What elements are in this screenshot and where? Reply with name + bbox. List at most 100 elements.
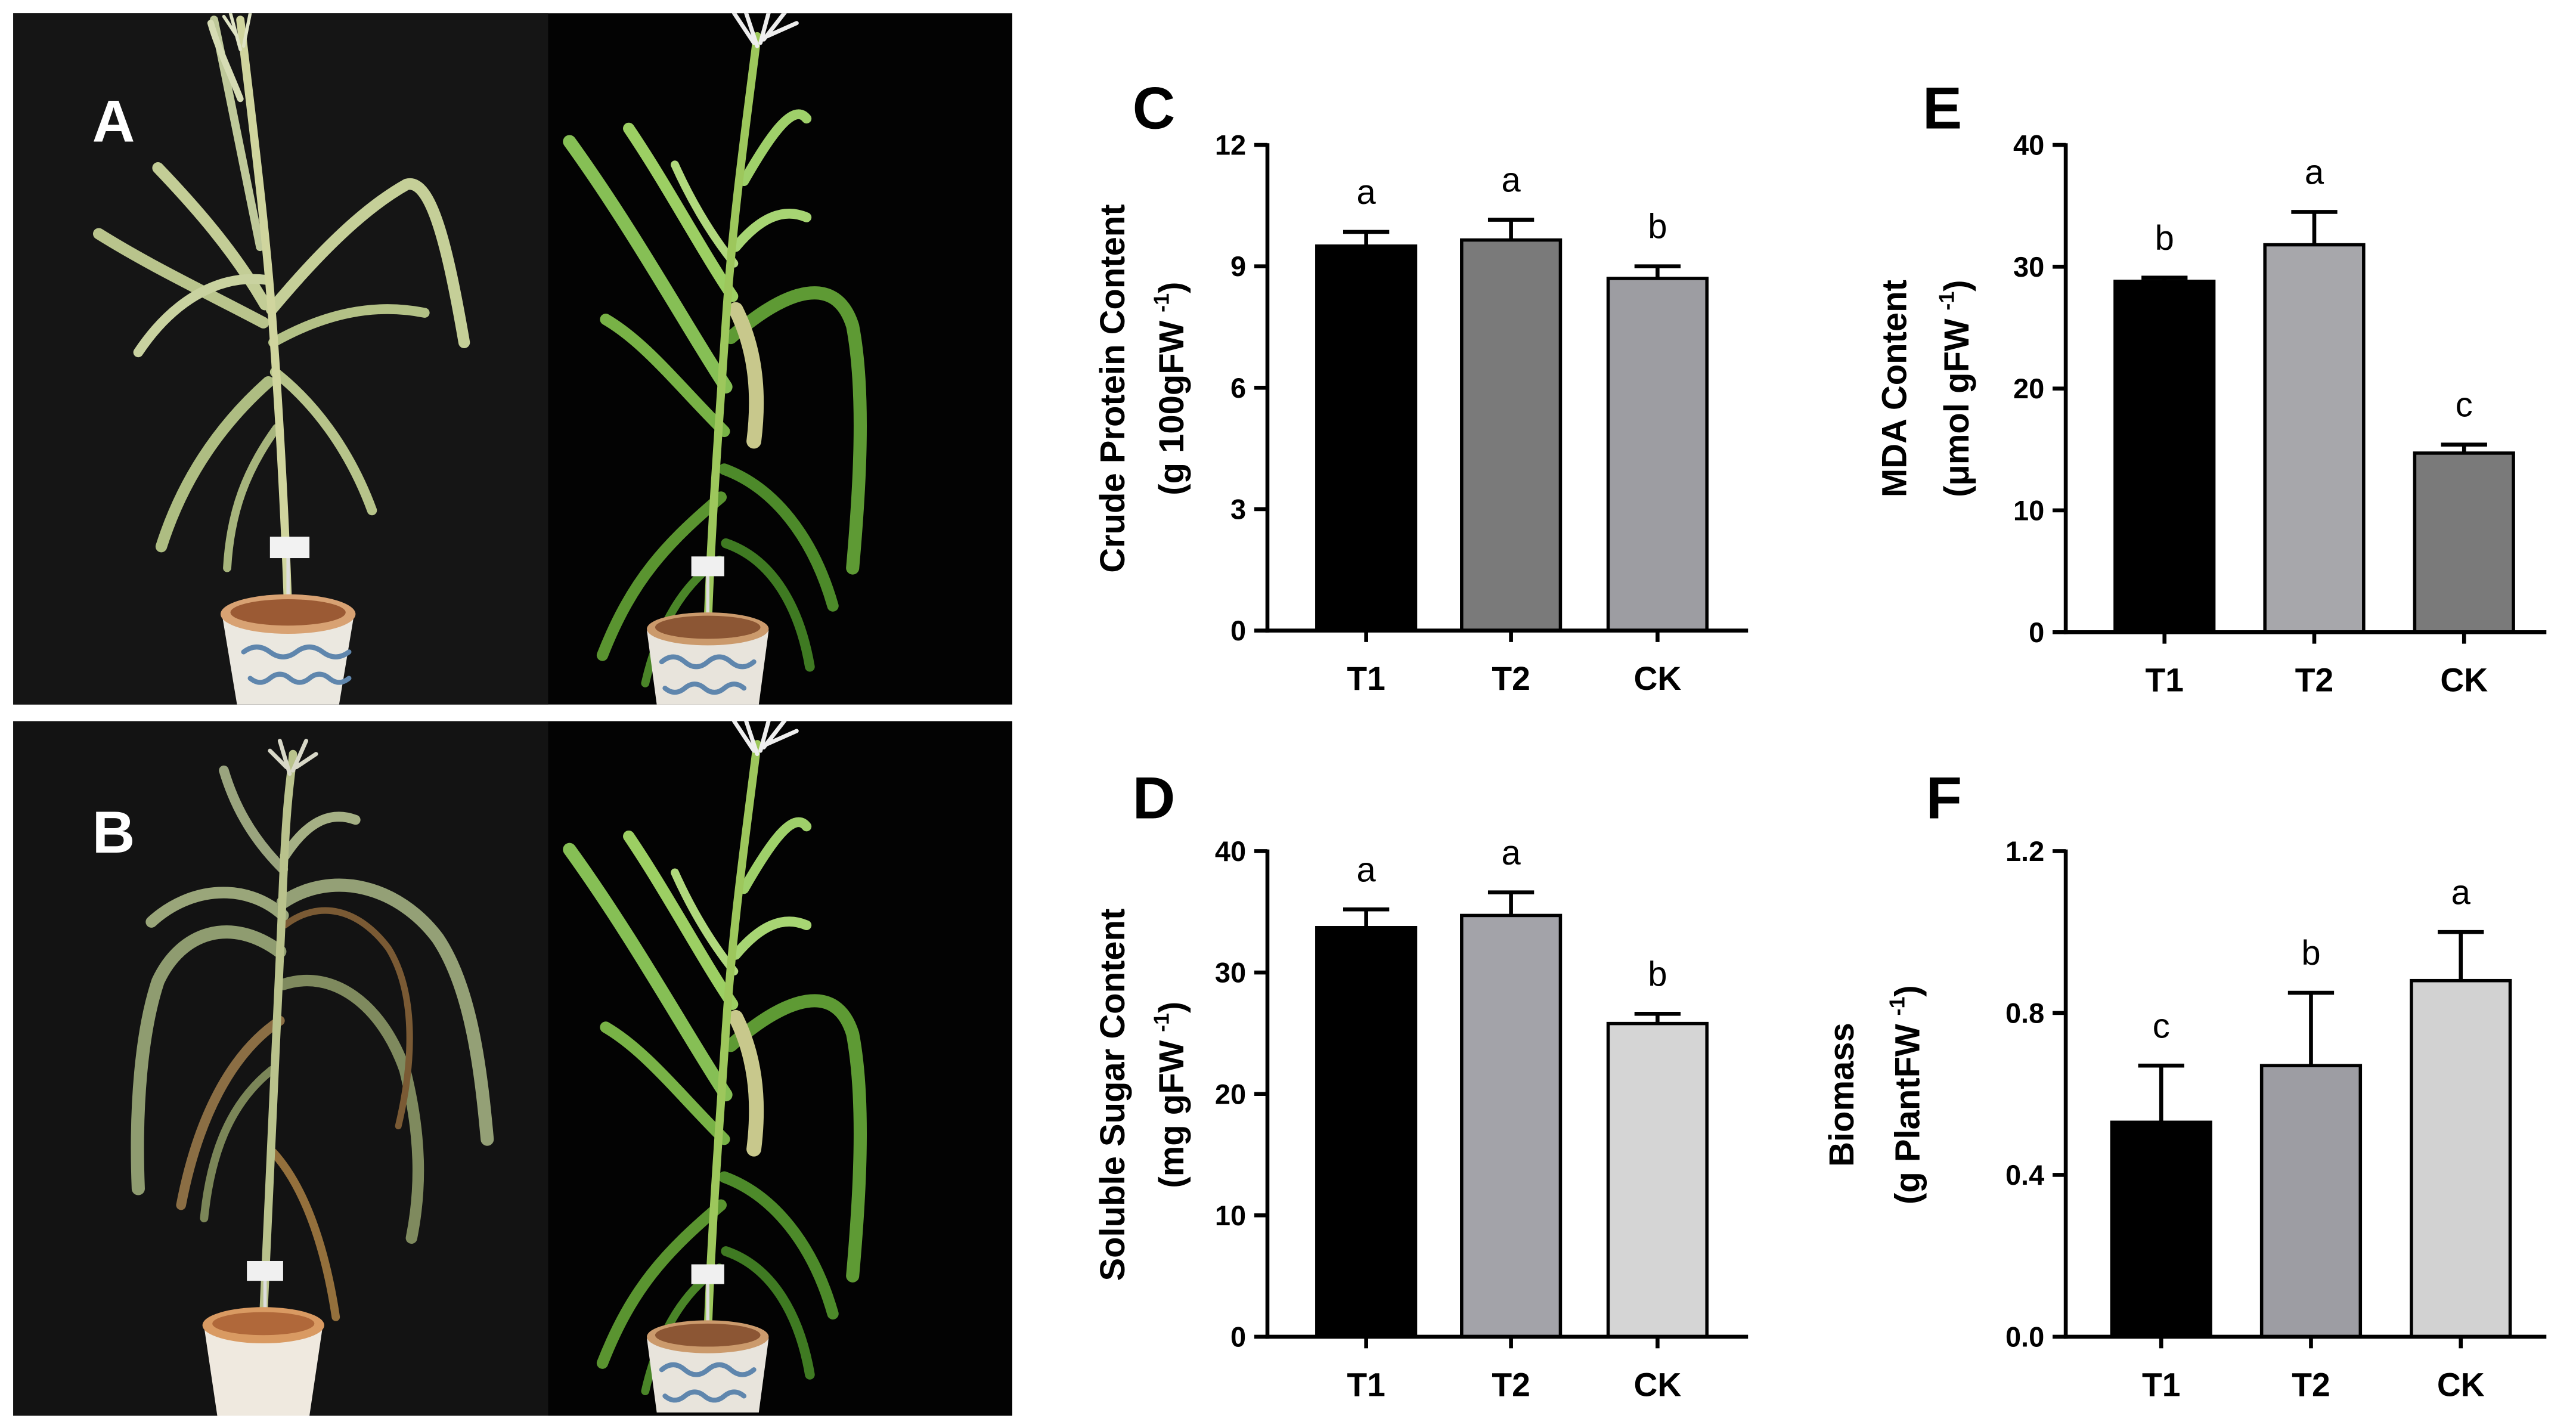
panel-label: F [1926, 765, 1962, 831]
stalk [259, 749, 297, 1321]
plant-left [92, 13, 470, 705]
leaf [563, 135, 733, 394]
leaf [207, 20, 244, 103]
y-axis-unit-exponent: -1 [1149, 1013, 1173, 1032]
y-tick-label: 30 [2013, 252, 2044, 283]
y-tick-label: 40 [1215, 836, 1246, 867]
significance-letter: a [2451, 873, 2471, 912]
plant-tag [247, 1260, 283, 1281]
leaf [281, 907, 413, 1130]
significance-letter: b [1648, 208, 1667, 246]
significance-letter: a [1501, 834, 1521, 872]
y-axis-unit-close: ) [1153, 282, 1191, 293]
y-axis-unit-exponent: -1 [1935, 292, 1958, 311]
leaf [268, 304, 430, 348]
photo-background-left [13, 13, 548, 705]
significance-letter: a [1357, 174, 1377, 212]
plant-tag [691, 556, 724, 577]
significance-letter: b [2301, 934, 2320, 972]
leaf [155, 376, 274, 553]
y-tick-label: 40 [2013, 130, 2044, 161]
bar-ck [2413, 451, 2515, 634]
bar-t1 [1315, 244, 1418, 633]
x-tick-label: T1 [1347, 660, 1385, 697]
leaf [623, 122, 739, 302]
significance-letter: b [1648, 955, 1667, 993]
photo-panel-b: B [13, 721, 1013, 1416]
bar-ck [1606, 1021, 1709, 1339]
y-tick-label: 20 [2013, 373, 2044, 404]
bar-ck [2410, 978, 2512, 1339]
bar-t2 [2259, 1064, 2363, 1339]
leaf [265, 178, 470, 349]
leaf [730, 209, 812, 252]
y-tick-label: 20 [1215, 1079, 1246, 1110]
y-axis-unit: (g PlantFW -1) [1886, 985, 1927, 1204]
leaf [739, 109, 812, 187]
y-tick-label: 9 [1230, 251, 1246, 282]
panel-label: C [1133, 75, 1176, 141]
leaves [563, 109, 867, 687]
pot [647, 612, 769, 705]
x-tick-label: CK [1633, 1366, 1681, 1403]
pot [220, 594, 356, 705]
panel-label: D [1133, 765, 1176, 831]
y-tick-label: 0.0 [2005, 1322, 2044, 1353]
x-tick-label: T2 [1492, 660, 1530, 697]
y-axis-unit-exponent: -1 [1149, 293, 1173, 312]
y-tick-label: 0.8 [2005, 998, 2044, 1029]
leaf [176, 1015, 285, 1210]
x-tick-label: T1 [2142, 1366, 2180, 1403]
leaf [276, 878, 494, 1146]
leaf [600, 314, 730, 438]
chart-crude-protein: C Crude Protein Content (g 100gFW -1) a T1 a T2… [1094, 75, 1749, 697]
significance-letter: c [2153, 1007, 2170, 1045]
pot-body [204, 1327, 323, 1416]
pot-pattern [659, 654, 757, 695]
tassel [222, 13, 252, 51]
chart-soluble-sugar: D Soluble Sugar Content (mg gFW -1) a T1 a T2 b C… [1094, 765, 1749, 1403]
leaves [131, 765, 494, 1321]
y-axis-unit-exponent: -1 [1886, 997, 1909, 1016]
leaf [200, 1065, 276, 1223]
leaf [280, 811, 361, 862]
pot [202, 1307, 324, 1416]
tassel [731, 13, 799, 48]
bar-t2 [1460, 238, 1563, 633]
y-axis-title: Soluble Sugar Content [1094, 909, 1132, 1281]
stalk [703, 32, 761, 630]
x-tick-label: T2 [1492, 1366, 1530, 1403]
x-tick-label: CK [1633, 660, 1681, 697]
leaf [718, 463, 839, 612]
leaf [269, 1148, 340, 1321]
bar-t1 [2113, 280, 2216, 634]
leaf [131, 925, 287, 1195]
y-axis-title: Crude Protein Content [1094, 204, 1132, 572]
bar-t2 [1460, 913, 1563, 1339]
bar-ck [1606, 277, 1709, 633]
y-tick-label: 1.2 [2005, 836, 2044, 867]
tassel [268, 739, 318, 776]
y-axis-unit: (μmol gFW -1) [1935, 280, 1976, 497]
x-tick-label: T2 [2292, 1366, 2330, 1403]
bar-t2 [2263, 243, 2366, 634]
pot-pattern [241, 645, 352, 685]
y-tick-label: 6 [1230, 373, 1246, 404]
panel-label-a: A [92, 88, 135, 154]
pot-soil [655, 615, 761, 639]
stalk [236, 16, 293, 614]
panel-label: E [1923, 75, 1962, 141]
leaf [269, 367, 377, 516]
y-axis-unit-text: (g 100gFW [1153, 320, 1191, 495]
significance-letter: a [1501, 162, 1521, 200]
leaf [219, 765, 289, 875]
leaf [145, 887, 289, 928]
leaf [223, 424, 281, 572]
bar-t1 [2110, 1120, 2212, 1339]
panel-label-b: B [92, 800, 135, 866]
significance-letter: a [1357, 851, 1377, 889]
y-axis-unit: (mg gFW -1) [1149, 1002, 1191, 1188]
pot-soil [212, 1312, 315, 1336]
y-tick-label: 3 [1230, 494, 1246, 525]
